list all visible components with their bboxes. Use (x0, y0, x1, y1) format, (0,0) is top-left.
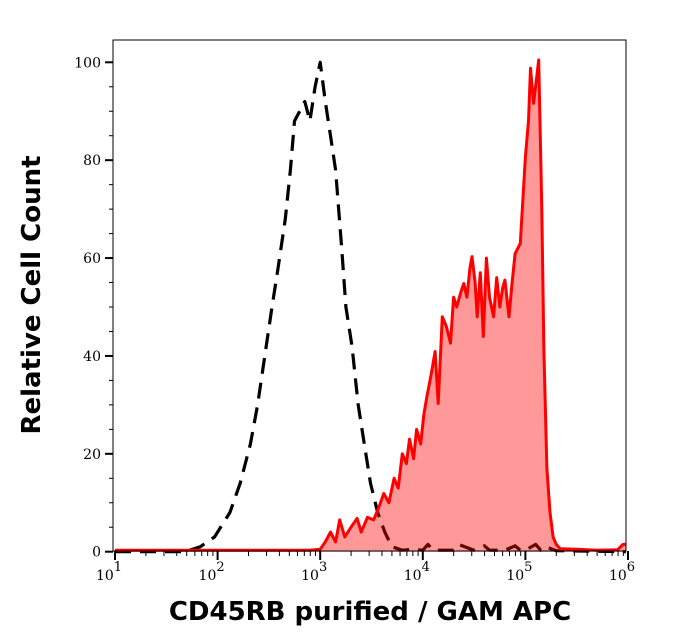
x-tick-label: 106 (609, 560, 635, 584)
series-line-0 (115, 60, 626, 554)
y-tick-label: 40 (83, 349, 101, 365)
series-line-1 (115, 58, 626, 552)
x-tick-label: 104 (404, 560, 430, 584)
y-tick-label: 20 (83, 447, 101, 463)
axes: 0 20 40 60 80 100 101 102 103 104 105 106 (74, 55, 635, 584)
plot-area (115, 58, 626, 554)
y-tick-label: 100 (74, 55, 101, 71)
y-tick-label: 80 (83, 153, 101, 169)
x-axis-title: CD45RB purified / GAM APC (169, 597, 571, 627)
x-tick-label: 102 (199, 560, 225, 584)
x-tick-label: 105 (506, 560, 532, 584)
x-tick-label: 103 (301, 560, 327, 584)
series-fill-1 (115, 59, 626, 552)
y-axis-title: Relative Cell Count (17, 155, 47, 434)
x-tick-label: 101 (96, 560, 122, 584)
y-tick-label: 60 (83, 251, 101, 267)
y-tick-label: 0 (92, 545, 101, 561)
plot-frame (112, 39, 627, 552)
